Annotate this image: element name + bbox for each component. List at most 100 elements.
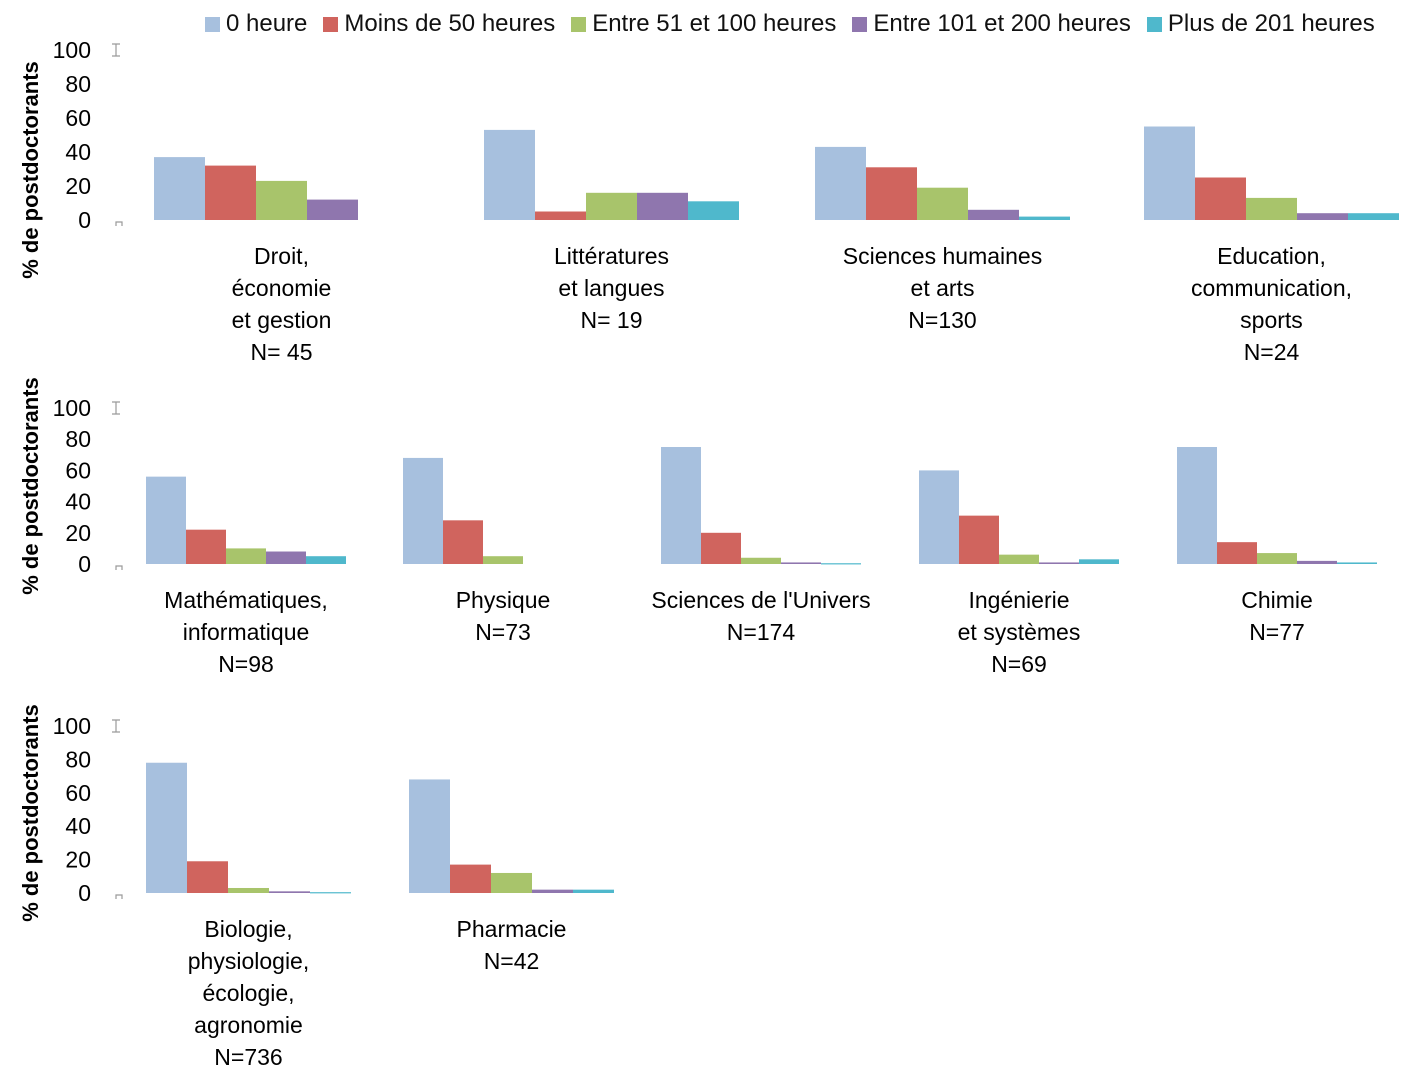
y-tick-label: 100 [53,713,91,739]
bar [1144,126,1195,220]
bar [186,529,226,564]
bar [741,557,781,564]
category-label: Ingénierie [968,587,1069,613]
category-label: Education, [1217,243,1326,269]
category-label: N=69 [991,651,1047,677]
legend-swatch [323,16,339,32]
bar [701,532,741,564]
category-label: Chimie [1241,587,1313,613]
category-label: et langues [558,275,664,301]
y-tick-label: 0 [78,880,91,906]
bar [535,211,586,220]
bar [1348,213,1399,220]
y-tick-label: 80 [65,746,91,772]
category-label: N=174 [727,619,796,645]
y-tick-label: 80 [65,71,91,97]
category-label: et systèmes [958,619,1081,645]
bar [154,157,205,220]
y-axis-title: % de postdoctorants [18,377,43,595]
bar [959,515,999,564]
category-label: N=736 [214,1044,282,1068]
y-tick-label: 0 [78,207,91,233]
axis-bottom-marker [115,221,123,226]
legend-label: Entre 51 et 100 heures [592,10,837,37]
category-label: agronomie [194,1012,303,1038]
axis-top-marker [112,401,120,415]
bar [226,548,266,564]
bar [269,891,310,893]
category-label: N=98 [218,651,274,677]
category-label: Sciences humaines [843,243,1042,269]
bar [443,520,483,564]
legend-item: Plus de 201 heures [1146,10,1375,38]
bar [266,551,306,564]
category-label: Mathématiques, [164,587,328,613]
legend-swatch [205,16,220,32]
bar [403,457,443,564]
bar [573,889,614,893]
bar [821,563,861,565]
bar [491,872,532,893]
y-tick-label: 0 [78,551,91,577]
bar [919,470,959,564]
category-label: écologie, [202,980,294,1006]
bar [1246,197,1297,220]
bar [409,779,450,893]
y-tick-label: 60 [65,457,91,483]
category-label: Biologie, [204,916,292,942]
bar [307,199,358,220]
bar [1079,559,1119,564]
bar [310,892,351,894]
y-tick-label: 100 [53,37,91,63]
y-tick-label: 20 [65,520,91,546]
category-label: Pharmacie [457,916,567,942]
legend-swatch [852,16,868,32]
bar [999,554,1039,564]
category-label: N=130 [908,307,976,333]
bar [815,146,866,220]
y-tick-label: 100 [53,395,91,421]
y-tick-label: 80 [65,426,91,452]
bar [205,165,256,220]
chart-legend: 0 heure Moins de 50 heures Entre 51 et 100… [205,10,1375,38]
y-tick-label: 40 [65,813,91,839]
bar [532,889,573,893]
category-label: Littératures [554,243,669,269]
legend-label: Moins de 50 heures [344,10,556,37]
bar [1177,447,1217,564]
bar [688,201,739,220]
bar [306,556,346,564]
bar [1019,216,1070,220]
category-label: N=42 [484,948,540,974]
category-label: économie [232,275,332,301]
category-label: Physique [456,587,551,613]
legend-label: 0 heure [226,10,308,37]
legend-item: Moins de 50 heures [323,10,555,38]
bar [146,762,187,893]
bar [146,476,186,564]
bar [1217,542,1257,564]
bar [586,192,637,220]
bar [228,887,269,893]
legend-swatch [571,16,587,32]
category-label: physiologie, [188,948,309,974]
bar [661,447,701,564]
category-label: N= 45 [250,339,312,365]
bar [484,129,535,220]
bar [1337,562,1377,564]
bar [637,192,688,220]
category-label: informatique [183,619,310,645]
category-label: N=73 [475,619,531,645]
bar [187,861,228,893]
bar [781,562,821,564]
legend-swatch [1146,16,1162,32]
bar [917,187,968,220]
y-axis-title: % de postdoctorants [18,61,43,279]
legend-item: 0 heure [205,10,307,38]
category-label: et arts [911,275,975,301]
bar [968,209,1019,220]
legend-item: Entre 101 et 200 heures [852,10,1131,38]
bar [1297,213,1348,220]
